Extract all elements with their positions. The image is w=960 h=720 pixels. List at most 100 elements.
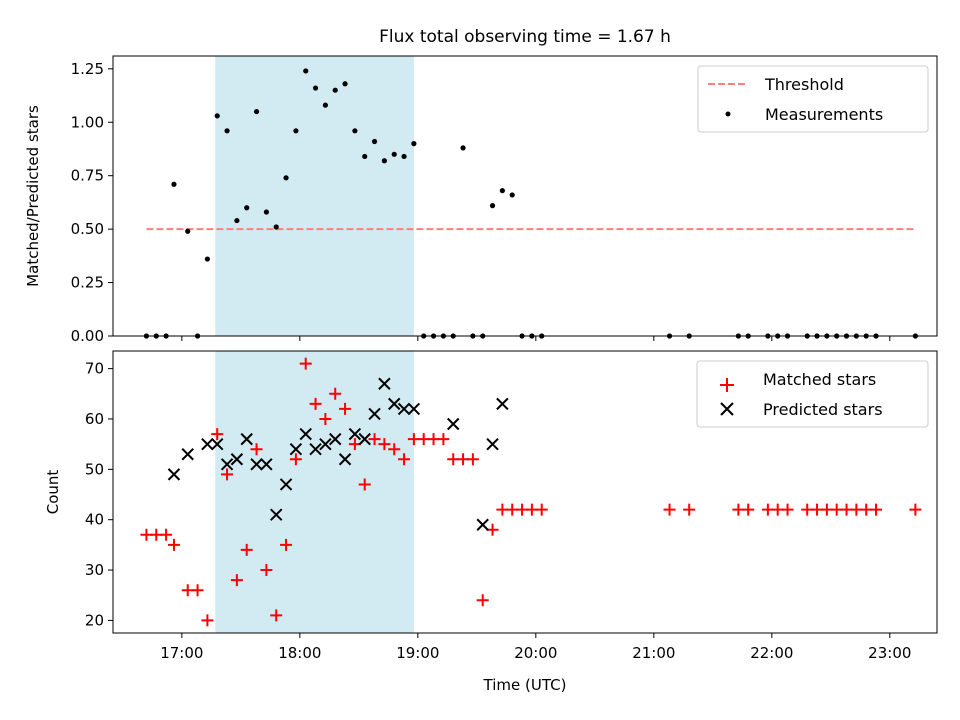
predicted-star-point <box>319 437 332 451</box>
measurement-point <box>342 81 348 87</box>
measurement-point <box>171 181 177 187</box>
matched-star-point <box>299 357 312 370</box>
matched-legend-label: Matched stars <box>763 370 876 389</box>
predicted-star-point <box>358 432 371 446</box>
predicted-star-point <box>250 458 263 471</box>
matched-star-point <box>280 538 293 551</box>
predicted-star-point <box>309 442 322 456</box>
measurement-point <box>391 151 397 157</box>
measurement-point <box>253 108 260 115</box>
matched-star-point <box>466 453 479 466</box>
matched-star-point <box>289 453 302 466</box>
predicted-star-point <box>230 453 244 466</box>
measurement-point <box>234 217 240 224</box>
predicted-star-point <box>496 397 509 411</box>
predicted-star-point <box>167 468 181 481</box>
y-tick-label: 20 <box>85 611 104 629</box>
y-tick-label: 40 <box>85 511 104 529</box>
matched-star-point <box>250 443 263 456</box>
predicted-star-point <box>201 437 214 451</box>
x-tick-label: 18:00 <box>278 644 321 662</box>
predicted-star-point <box>240 432 253 446</box>
matched-star-point <box>358 478 371 491</box>
y-tick-label: 50 <box>85 460 104 478</box>
matched-star-point <box>270 609 283 622</box>
bottom-x-label: Time (UTC) <box>483 676 567 694</box>
predicted-star-point <box>279 478 293 491</box>
x-tick-label: 17:00 <box>160 644 203 662</box>
predicted-star-point <box>447 417 460 431</box>
bottom-legend-box <box>696 360 929 428</box>
chart-title: Flux total observing time = 1.67 h <box>379 27 671 47</box>
observing-window-shade <box>215 56 414 336</box>
measurement-point <box>509 192 515 198</box>
measurement-point <box>214 113 220 119</box>
y-tick-label: 1.25 <box>71 60 104 78</box>
measurement-point <box>401 153 407 160</box>
matched-star-point <box>260 564 273 577</box>
measurement-point <box>460 145 466 151</box>
bottom-legend: Matched stars Predicted stars <box>696 360 929 428</box>
matched-star-point <box>160 528 173 541</box>
measurement-point <box>185 228 191 234</box>
predicted-star-point <box>348 427 362 441</box>
matched-star-point <box>211 428 224 441</box>
matched-star-point <box>221 468 234 481</box>
measurement-point <box>499 188 505 194</box>
matched-star-point <box>663 503 676 516</box>
predicted-star-point <box>388 397 401 411</box>
matched-legend-marker <box>720 378 734 392</box>
predicted-legend-label: Predicted stars <box>763 400 883 419</box>
matched-star-point <box>167 538 180 551</box>
x-tick-label: 19:00 <box>396 644 439 662</box>
measurement-point <box>303 68 309 74</box>
x-tick-label: 21:00 <box>632 644 675 662</box>
y-tick-label: 70 <box>85 360 104 378</box>
top-y-axis: 0.00 0.25 0.50 0.75 1.00 1.25 <box>71 60 113 345</box>
matched-star-point <box>476 594 489 607</box>
predicted-star-point <box>378 377 391 390</box>
y-tick-label: 60 <box>85 410 104 428</box>
measurement-point <box>312 85 319 91</box>
predicted-star-point <box>270 508 283 521</box>
predicted-star-point <box>260 458 273 471</box>
measurement-point <box>204 256 210 262</box>
predicted-star-point <box>368 407 381 421</box>
predicted-star-point <box>211 437 224 451</box>
measurement-point <box>283 175 289 181</box>
y-tick-label: 30 <box>85 561 104 579</box>
observing-window-band <box>215 351 414 633</box>
y-tick-label: 0.00 <box>71 327 104 345</box>
bottom-y-label: Count <box>44 470 62 515</box>
matched-star-point <box>398 453 411 466</box>
measurement-point <box>244 205 250 211</box>
matched-stars-points <box>140 357 922 627</box>
matched-star-point <box>388 443 401 456</box>
measurements-legend-marker <box>725 111 731 117</box>
x-tick-label: 20:00 <box>514 644 557 662</box>
matched-star-point <box>368 433 381 446</box>
top-legend-box <box>697 65 929 133</box>
top-axes-frame <box>112 55 938 337</box>
matched-star-point <box>870 503 883 516</box>
predicted-star-point <box>397 402 411 416</box>
predicted-star-point <box>220 458 234 471</box>
x-tick-label: 22:00 <box>750 644 793 662</box>
matched-star-point <box>230 574 243 587</box>
matched-star-point <box>240 543 253 556</box>
predicted-star-point <box>289 442 303 456</box>
predicted-star-point <box>407 402 421 416</box>
predicted-star-point <box>299 427 312 441</box>
y-tick-label: 0.75 <box>71 167 104 185</box>
matched-star-point <box>201 614 214 627</box>
matched-star-point <box>319 412 332 425</box>
bottom-axes-frame <box>112 350 938 634</box>
y-tick-label: 0.50 <box>71 220 104 238</box>
measurement-point <box>411 141 417 147</box>
predicted-star-point <box>329 432 342 446</box>
measurement-point <box>352 128 358 134</box>
top-x-axis <box>181 336 891 341</box>
matched-star-point <box>339 402 352 415</box>
matched-star-point <box>309 397 322 410</box>
predicted-star-point <box>486 437 499 451</box>
